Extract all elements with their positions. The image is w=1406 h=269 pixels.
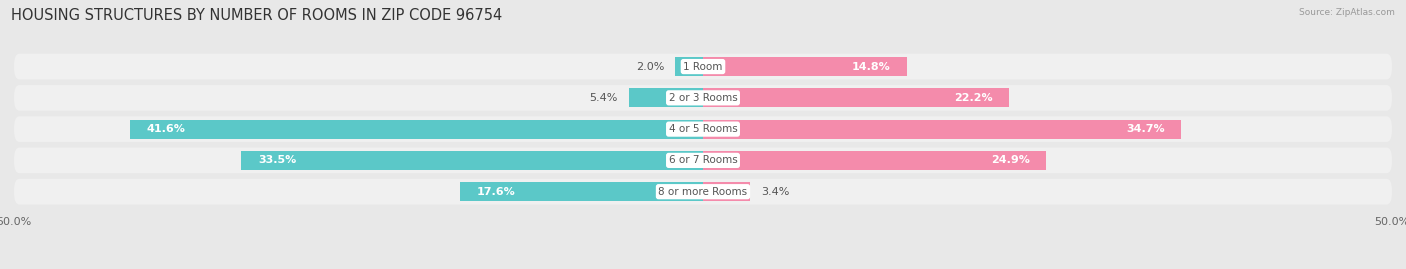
Text: Source: ZipAtlas.com: Source: ZipAtlas.com	[1299, 8, 1395, 17]
Text: 8 or more Rooms: 8 or more Rooms	[658, 187, 748, 197]
Bar	[675, 57, 703, 76]
Text: 24.9%: 24.9%	[991, 155, 1029, 165]
Bar	[703, 182, 749, 201]
Text: 33.5%: 33.5%	[257, 155, 297, 165]
Bar	[703, 89, 1010, 107]
Text: 41.6%: 41.6%	[146, 124, 186, 134]
Text: 17.6%: 17.6%	[477, 187, 516, 197]
Text: 5.4%: 5.4%	[589, 93, 617, 103]
FancyBboxPatch shape	[14, 116, 1392, 142]
Text: 4 or 5 Rooms: 4 or 5 Rooms	[669, 124, 737, 134]
Text: 2.0%: 2.0%	[636, 62, 665, 72]
Text: 2 or 3 Rooms: 2 or 3 Rooms	[669, 93, 737, 103]
Text: 34.7%: 34.7%	[1126, 124, 1164, 134]
Bar	[628, 89, 703, 107]
FancyBboxPatch shape	[14, 148, 1392, 173]
Bar	[703, 57, 907, 76]
FancyBboxPatch shape	[14, 179, 1392, 204]
Bar	[703, 120, 1181, 139]
Text: 3.4%: 3.4%	[761, 187, 789, 197]
Text: 14.8%: 14.8%	[852, 62, 890, 72]
FancyBboxPatch shape	[14, 85, 1392, 111]
Text: 1 Room: 1 Room	[683, 62, 723, 72]
Bar	[703, 151, 1046, 170]
Text: HOUSING STRUCTURES BY NUMBER OF ROOMS IN ZIP CODE 96754: HOUSING STRUCTURES BY NUMBER OF ROOMS IN…	[11, 8, 502, 23]
Bar	[242, 151, 703, 170]
FancyBboxPatch shape	[14, 54, 1392, 79]
Text: 6 or 7 Rooms: 6 or 7 Rooms	[669, 155, 737, 165]
Bar	[129, 120, 703, 139]
Bar	[461, 182, 703, 201]
Text: 22.2%: 22.2%	[953, 93, 993, 103]
